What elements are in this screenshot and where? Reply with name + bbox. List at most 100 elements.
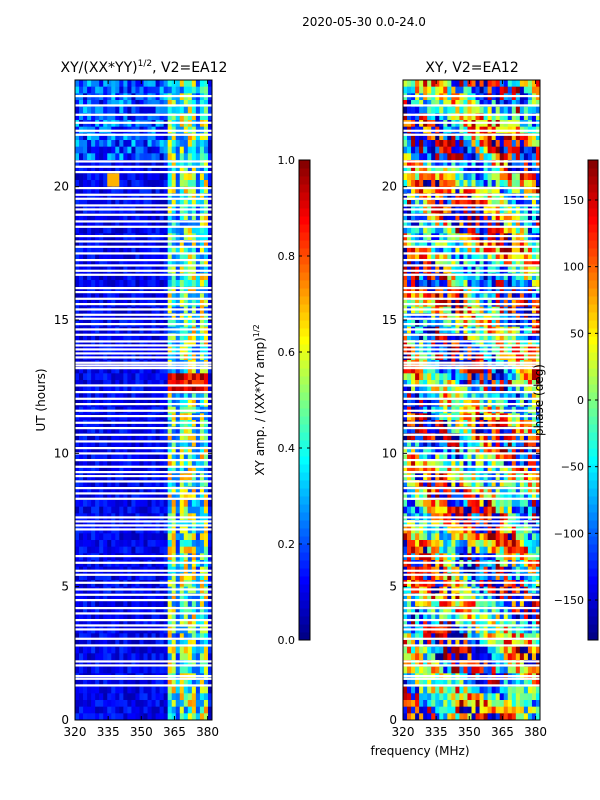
heatmap-cell	[411, 253, 416, 261]
heatmap-cell	[167, 640, 173, 648]
heatmap-cell	[143, 533, 148, 541]
heatmap-cell	[167, 213, 173, 221]
heatmap-cell	[503, 146, 509, 154]
heatmap-cell	[435, 253, 440, 261]
heatmap-cell	[151, 133, 156, 141]
heatmap-cell	[531, 160, 537, 168]
heatmap-cell	[479, 340, 484, 348]
heatmap-cell	[111, 500, 116, 508]
heatmap-cell	[95, 133, 100, 141]
heatmap-cell	[79, 280, 84, 288]
heatmap-cell	[135, 286, 140, 294]
heatmap-cell	[515, 240, 521, 248]
heatmap-cell	[155, 640, 161, 648]
heatmap-cell	[207, 340, 213, 348]
heatmap-cell	[195, 640, 201, 648]
heatmap-cell	[123, 440, 128, 448]
flagged-row	[75, 459, 212, 462]
heatmap-cell	[191, 260, 197, 268]
heatmap-cell	[131, 213, 136, 221]
heatmap-cell	[115, 546, 120, 554]
heatmap-cell	[451, 333, 456, 341]
heatmap-cell	[467, 240, 472, 248]
heatmap-cell	[147, 446, 152, 454]
flagged-row	[75, 297, 212, 300]
heatmap-cell	[135, 380, 140, 388]
heatmap-cell	[91, 153, 96, 161]
heatmap-cell	[467, 133, 472, 141]
flagged-row	[75, 220, 212, 223]
amplitude-panel: XY/(XX*YY)1/2, V2=EA12 320 335 350 365 380 0…	[34, 59, 227, 739]
heatmap-cell	[87, 600, 92, 608]
heatmap-cell	[179, 253, 185, 261]
heatmap-cell	[127, 460, 132, 468]
colorbar-segment	[299, 240, 310, 249]
heatmap-cell	[411, 193, 416, 201]
heatmap-cell	[159, 460, 165, 468]
heatmap-cell	[439, 166, 444, 174]
heatmap-cell	[499, 246, 505, 254]
heatmap-cell	[131, 193, 136, 201]
heatmap-cell	[195, 606, 201, 614]
heatmap-cell	[107, 133, 112, 141]
heatmap-cell	[455, 220, 460, 228]
heatmap-cell	[203, 713, 209, 721]
heatmap-cell	[523, 113, 529, 121]
heatmap-cell	[139, 613, 144, 621]
heatmap-cell	[103, 386, 108, 394]
heatmap-cell	[151, 706, 156, 714]
heatmap-cell	[479, 113, 484, 121]
heatmap-cell	[95, 453, 100, 461]
heatmap-cell	[495, 260, 501, 268]
heatmap-cell	[111, 146, 116, 154]
heatmap-cell	[415, 253, 420, 261]
heatmap-cell	[475, 366, 480, 374]
heatmap-cell	[499, 193, 505, 201]
amplitude-plot-frame	[74, 79, 213, 721]
heatmap-cell	[451, 220, 456, 228]
heatmap-cell	[159, 106, 165, 114]
heatmap-cell	[471, 280, 476, 288]
heatmap-cell	[155, 660, 161, 668]
heatmap-cell	[147, 366, 152, 374]
heatmap-cell	[411, 260, 416, 268]
heatmap-cell	[163, 440, 169, 448]
heatmap-cell	[195, 686, 201, 694]
heatmap-cell	[455, 106, 460, 114]
heatmap-cell	[175, 80, 181, 88]
heatmap-cell	[179, 573, 185, 581]
heatmap-cell	[127, 160, 132, 168]
heatmap-cell	[79, 440, 84, 448]
heatmap-cell	[91, 433, 96, 441]
heatmap-cell	[79, 446, 84, 454]
heatmap-cell	[459, 200, 464, 208]
heatmap-cell	[183, 146, 189, 154]
heatmap-cell	[87, 293, 92, 301]
heatmap-cell	[87, 386, 92, 394]
heatmap-cell	[167, 440, 173, 448]
heatmap-cell	[135, 106, 140, 114]
heatmap-cell	[435, 193, 440, 201]
heatmap-cell	[83, 146, 88, 154]
heatmap-cell	[183, 446, 189, 454]
heatmap-cell	[119, 520, 124, 528]
heatmap-cell	[179, 260, 185, 268]
heatmap-cell	[135, 246, 140, 254]
heatmap-cell	[535, 86, 541, 94]
heatmap-cell	[479, 366, 484, 374]
heatmap-cell	[79, 340, 84, 348]
heatmap-cell	[519, 220, 525, 228]
heatmap-cell	[195, 466, 201, 474]
heatmap-cell	[159, 366, 165, 374]
heatmap-cell	[139, 160, 144, 168]
heatmap-cell	[447, 286, 452, 294]
heatmap-cell	[503, 100, 509, 108]
colorbar-segment	[299, 400, 310, 409]
heatmap-cell	[107, 600, 112, 608]
heatmap-cell	[79, 313, 84, 321]
heatmap-cell	[183, 640, 189, 648]
heatmap-cell	[187, 686, 193, 694]
heatmap-cell	[127, 366, 132, 374]
heatmap-cell	[103, 453, 108, 461]
heatmap-cell	[163, 373, 169, 381]
